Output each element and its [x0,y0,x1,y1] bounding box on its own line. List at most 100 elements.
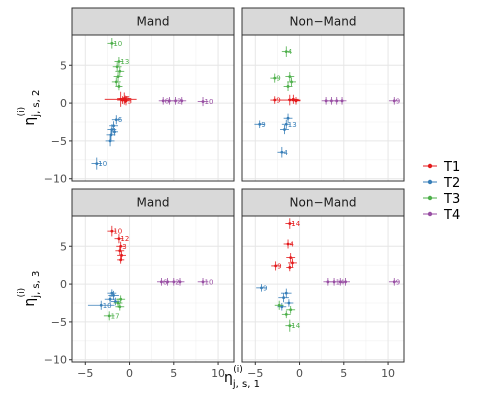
point-label: 14 [291,220,300,228]
data-point [282,296,286,300]
data-point [291,97,295,101]
data-point [108,139,112,143]
point-label: 3 [122,243,126,251]
data-point [286,242,290,246]
legend-key-point [427,163,433,169]
point-label: 10 [113,228,122,236]
data-point [99,303,103,307]
data-point [284,122,288,126]
data-point [332,280,336,284]
data-point [114,80,118,84]
legend-item-t1: T1 [423,160,460,175]
data-point [115,65,119,69]
data-point [280,150,284,154]
legend-key-point [427,179,433,185]
data-point [326,280,330,284]
data-point [116,75,120,79]
data-point [174,99,177,103]
data-point [110,229,114,233]
point-label: 9 [396,97,400,105]
panel-border [71,34,235,182]
panel-1-1: Non−Mand [241,188,405,362]
data-point [338,280,342,284]
point-label: 10 [98,160,107,168]
y-axis-title-row2-text: ηj, s, 3 [22,271,42,307]
facet-strip-label: Mand [137,15,170,29]
facet-strip [71,188,235,217]
x-tick-label: −5 [77,367,93,380]
data-point [294,99,298,103]
point-label: 4 [290,240,295,248]
data-point [167,99,171,103]
data-point [284,312,288,316]
axis-title-subscript: j, s, 3 [31,271,42,299]
point-label: 9 [263,284,267,292]
facet-strip [71,7,235,36]
point-label: 17 [111,312,120,320]
data-point [288,75,292,79]
legend-item-t3: T3 [423,192,460,207]
axis-title-subscript: j, s, 1 [232,379,260,390]
data-point [330,99,333,103]
data-point [286,116,290,120]
data-point [287,301,291,305]
axis-title-superscript: (i) [17,107,27,117]
facet-strip-label: Non−Mand [290,196,357,210]
data-point [290,80,293,84]
data-point [119,297,123,301]
point-label: 9 [276,75,280,83]
data-point [284,50,288,54]
y-axis-title-row2: ηj, s, 3(i) [17,271,42,307]
data-point [288,324,292,328]
data-point [286,85,290,88]
data-point [277,303,281,307]
data-point [112,124,116,128]
data-point [178,280,182,284]
legend-item-t2: T2 [423,176,460,191]
legend-item-t4: T4 [423,208,460,223]
data-point [107,314,111,318]
y-axis-title-row1: ηj, s, 2(i) [17,90,42,126]
data-point [110,41,114,45]
point-label: 2 [175,278,179,286]
legend-label: T1 [443,160,460,175]
facet-strip-label: Non−Mand [290,15,357,29]
data-point [335,99,339,103]
data-point [324,99,328,103]
point-label: 3 [128,97,132,105]
x-tick-label: 5 [340,367,347,380]
panel-1-0: Mand [71,188,235,362]
data-point [95,162,99,166]
panel-border [71,215,235,363]
panel-background [72,216,234,362]
point-label: 2 [177,97,181,105]
panel-background [242,35,404,181]
panel-background [72,35,234,181]
point-label: 9 [276,97,280,105]
panel-0-1: Non−Mand [241,7,405,181]
y-tick-label: −5 [51,135,67,148]
y-tick-label: 0 [60,97,67,110]
data-point [117,85,121,88]
y-tick-label: 0 [60,278,67,291]
data-point [273,76,277,80]
data-point [119,258,123,262]
panel-points-0-1: 9 9 13 4 4 9 9 [254,46,400,158]
data-point [118,305,122,309]
data-point [340,99,344,103]
panel-points-1-1: 1449914914 [256,218,400,332]
point-label: 9 [396,278,400,286]
x-axis-title-text: ηj, s, 1 [224,370,260,390]
legend-key-point [427,211,433,217]
point-label: 10 [205,278,214,286]
x-tick-label: 0 [296,367,303,380]
panel-border [241,215,405,363]
data-point [161,99,165,103]
point-label: 14 [291,322,300,330]
data-point [117,237,121,241]
point-label: 6 [165,97,170,105]
data-point [288,266,292,269]
data-point [289,308,293,312]
